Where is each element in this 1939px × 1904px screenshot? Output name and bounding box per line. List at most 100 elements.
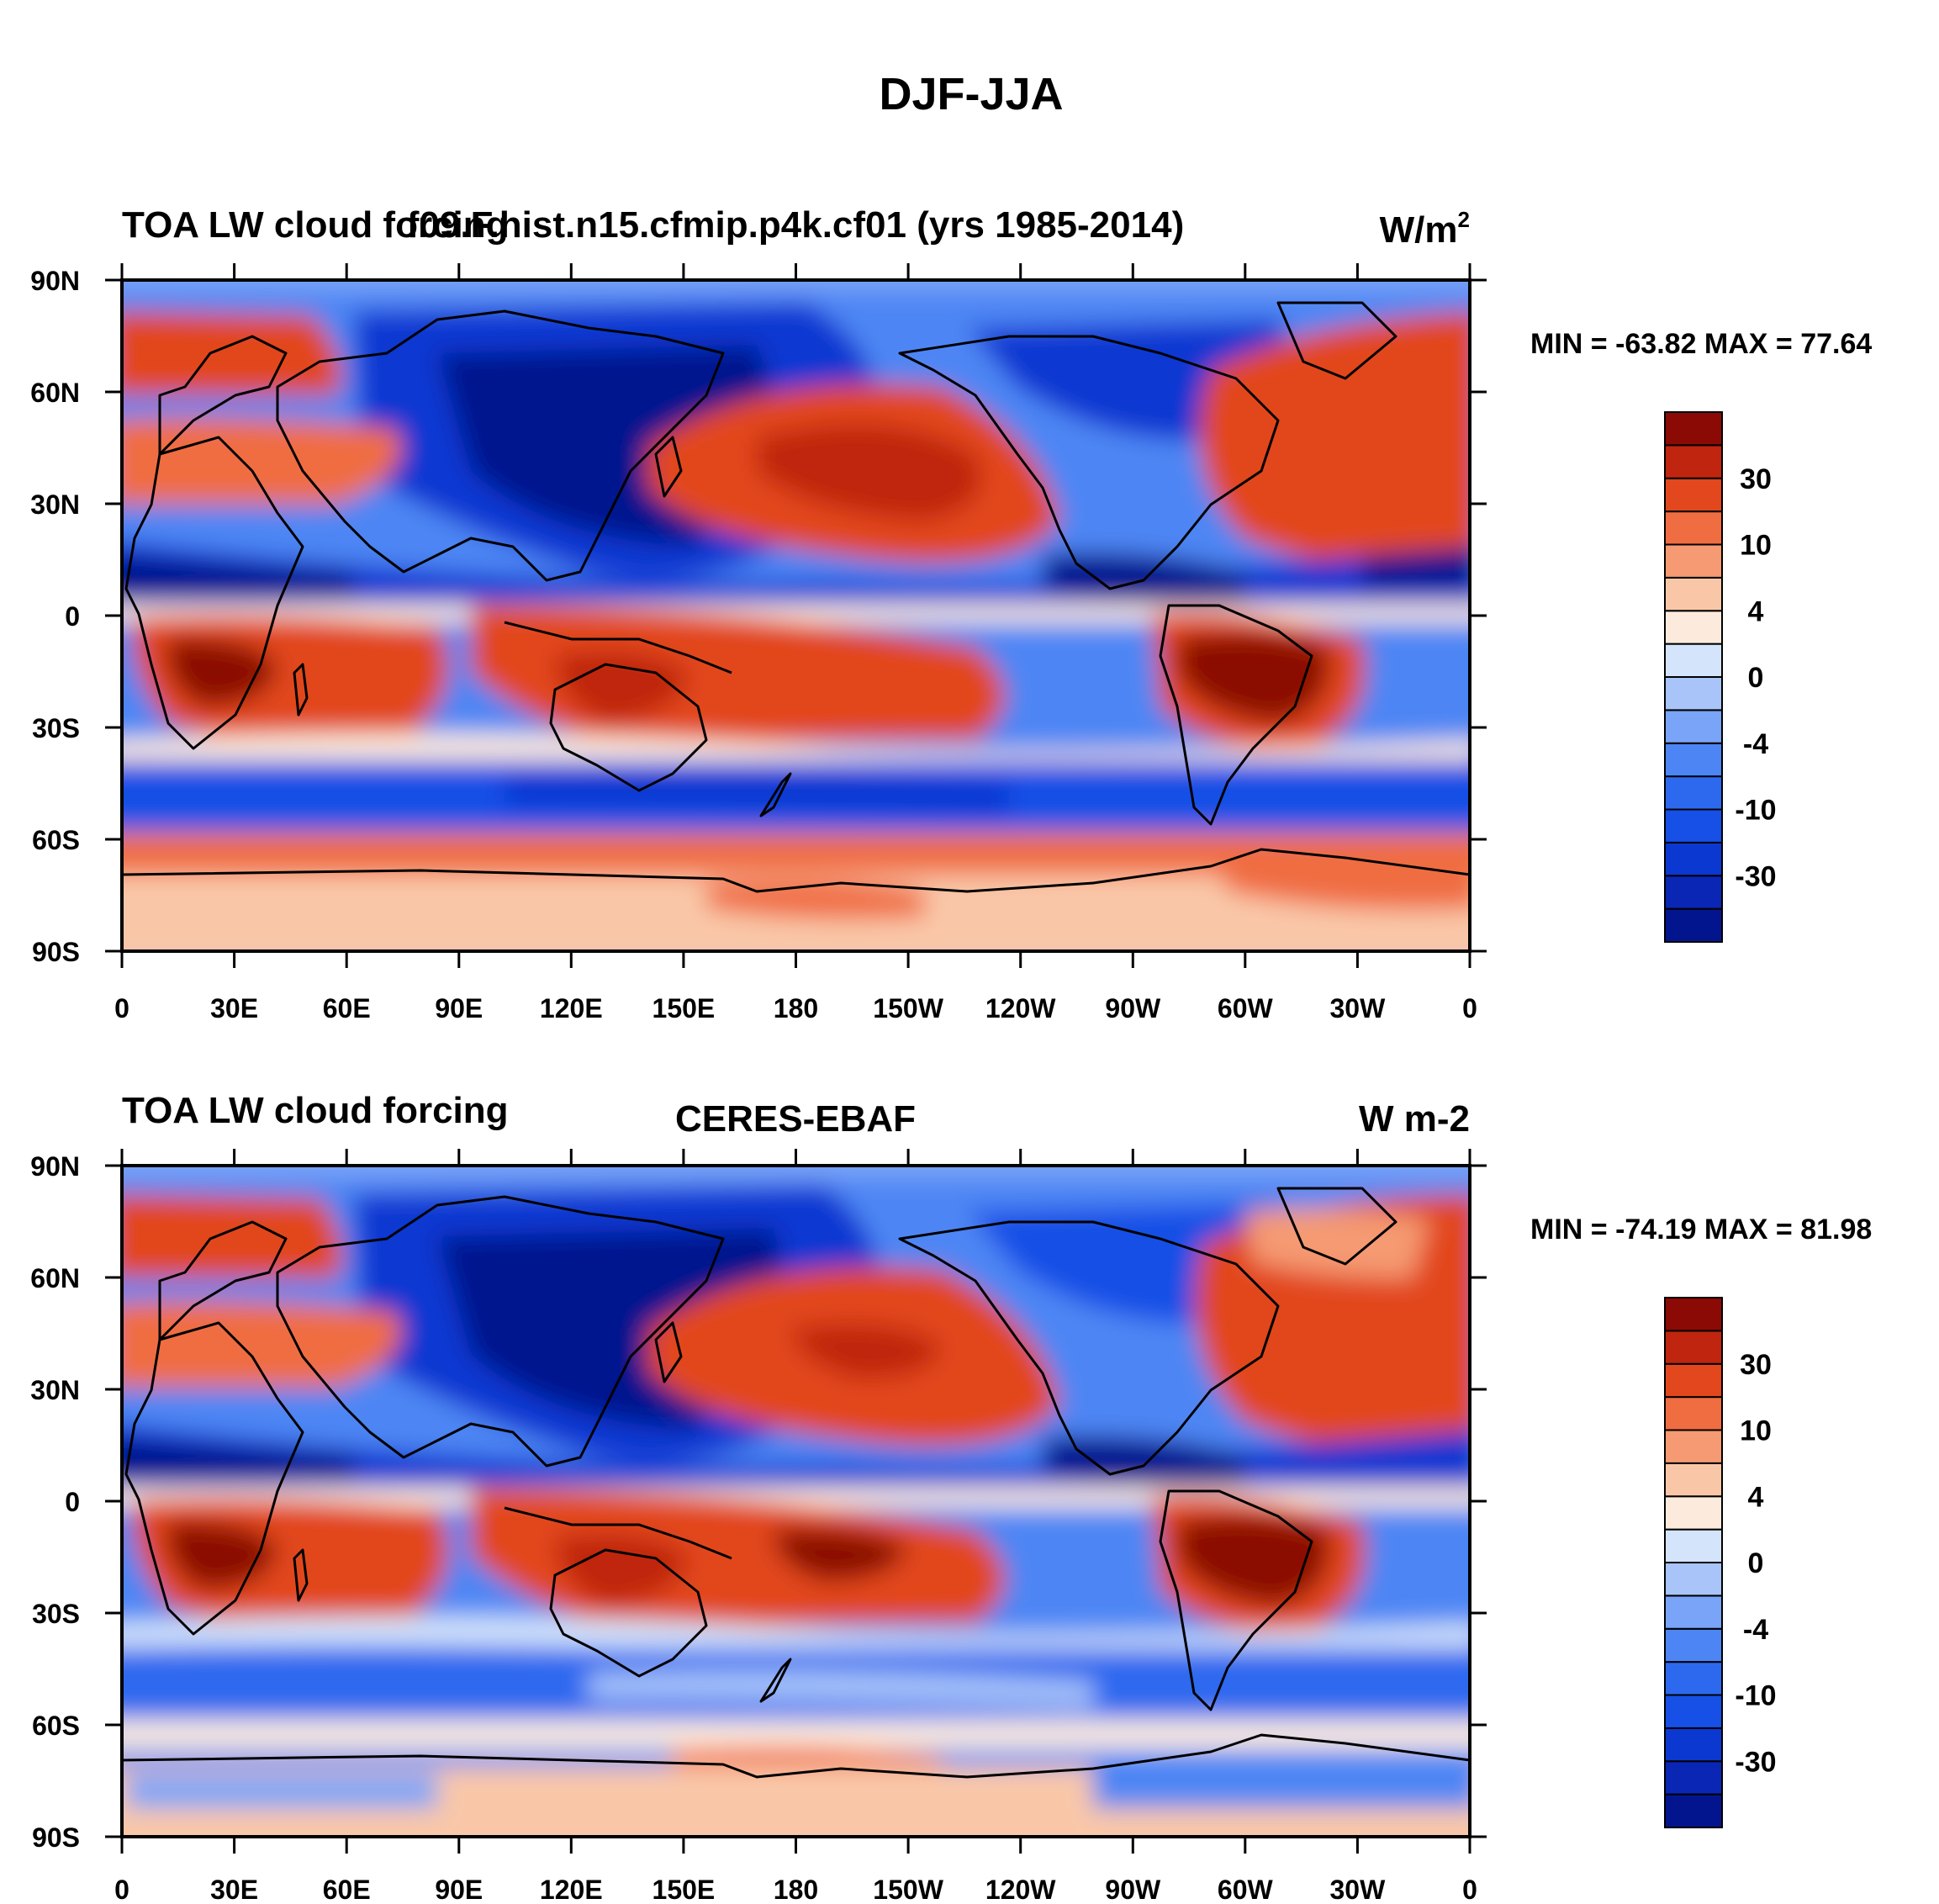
y-tick-label: 30S [32,1599,80,1629]
x-tick-label: 120W [985,993,1056,1023]
colorbar-label: -4 [1743,728,1768,760]
colorbar-label: 10 [1740,1415,1772,1447]
x-tick-label: 150E [652,993,716,1023]
colorbar-swatch [1664,808,1723,844]
x-tick-label: 150E [652,1875,716,1904]
x-tick-label: 120E [540,993,603,1023]
colorbar-label: 30 [1740,463,1772,495]
colorbar-swatch [1664,775,1723,811]
colorbar-swatch [1664,510,1723,546]
x-tick-label: 30E [210,1875,258,1904]
colorbar-swatch [1664,1562,1723,1597]
colorbar-swatch [1664,875,1723,910]
x-tick-label: 30E [210,993,258,1023]
panel-left-title: TOA LW cloud forcing [122,204,509,246]
colorbar-swatch [1664,1495,1723,1531]
y-axis-labels: 90N 60N 30N 0 30S 60S 90S [30,266,80,967]
colorbar-swatch [1664,1362,1723,1399]
colorbar: 30 10 4 0 -4 -10 -30 [1664,1297,1777,1828]
colorbar-label: -30 [1735,1746,1776,1778]
colorbar-swatch [1664,643,1723,678]
x-tick-label: 150W [873,1875,943,1904]
colorbar-label: 0 [1748,1547,1764,1579]
colorbar: 30 10 4 0 -4 -10 -30 [1664,411,1777,943]
x-tick-label: 60W [1218,993,1274,1023]
x-tick-label: 120E [540,1875,603,1904]
y-axis-labels: 90N 60N 30N 0 30S 60S 90S [30,1151,80,1853]
colorbar-swatch [1664,444,1723,479]
colorbar-swatch [1664,1330,1723,1365]
y-tick-label: 60N [30,1263,80,1293]
colorbar-swatch [1664,1429,1723,1464]
colorbar-swatch [1664,411,1723,447]
colorbar-swatch [1664,1694,1723,1729]
x-tick-label: 0 [1462,993,1477,1023]
panel-observations: TOA LW cloud forcing CERES-EBAF W m-2 [30,1090,1872,1904]
y-tick-label: 0 [65,601,80,632]
y-tick-label: 30N [30,1375,80,1405]
colorbar-swatch [1664,543,1723,579]
colorbar-swatch [1664,1627,1723,1663]
panel-units: W m-2 [1359,1098,1470,1140]
colorbar-swatch [1664,709,1723,744]
tick-marks [105,263,1487,968]
x-tick-label: 180 [774,1875,818,1904]
colorbar-label: 0 [1748,662,1764,694]
colorbar-label: -10 [1735,795,1776,827]
y-tick-label: 60S [32,825,80,855]
x-axis-labels: 0 30E 60E 90E 120E 150E 180 150W 120W 90… [114,993,1477,1023]
y-tick-label: 90N [30,266,80,296]
x-tick-label: 90E [435,993,483,1023]
x-tick-label: 30W [1330,993,1387,1023]
x-axis-labels: 0 30E 60E 90E 120E 150E 180 150W 120W 90… [114,1875,1477,1904]
y-tick-label: 90S [32,937,80,967]
figure-title: DJF-JJA [879,69,1063,119]
colorbar-swatch [1664,1396,1723,1431]
colorbar-swatch [1664,907,1723,943]
map-field [122,280,1470,951]
colorbar-label: 4 [1748,1481,1764,1513]
min-max-stats: MIN = -63.82 MAX = 77.64 [1530,328,1872,360]
x-tick-label: 150W [873,993,943,1023]
y-tick-label: 90N [30,1151,80,1182]
x-tick-label: 30W [1330,1875,1387,1904]
x-tick-label: 120W [985,1875,1056,1904]
x-tick-label: 0 [1462,1875,1477,1904]
y-tick-label: 0 [65,1487,80,1517]
colorbar-swatch [1664,742,1723,778]
coastlines [122,1187,1470,1779]
colorbar-swatch [1664,1297,1723,1332]
y-tick-label: 60N [30,378,80,408]
colorbar-label: -30 [1735,860,1776,892]
x-tick-label: 0 [114,1875,129,1904]
y-tick-label: 30N [30,489,80,520]
panel-units: W/m2 [1380,207,1470,251]
colorbar-swatch [1664,676,1723,711]
x-tick-label: 180 [774,993,818,1023]
y-tick-label: 30S [32,713,80,743]
colorbar-swatch [1664,1528,1723,1563]
colorbar-swatch [1664,841,1723,877]
x-tick-label: 90W [1105,1875,1161,1904]
x-tick-label: 60E [323,993,371,1023]
colorbar-label: 4 [1748,595,1764,627]
colorbar-label: 10 [1740,530,1772,562]
colorbar-swatch [1664,610,1723,645]
colorbar-swatch [1664,576,1723,612]
panel-left-title: TOA LW cloud forcing [122,1090,509,1131]
colorbar-swatch [1664,1661,1723,1696]
x-tick-label: 60E [323,1875,371,1904]
x-tick-label: 0 [114,993,129,1023]
colorbar-swatch [1664,477,1723,513]
tick-marks [105,1149,1487,1854]
panel-center-title: CERES-EBAF [675,1098,916,1140]
y-tick-label: 60S [32,1711,80,1741]
colorbar-swatch [1664,1760,1723,1796]
colorbar-swatch [1664,1793,1723,1828]
colorbar-label: 30 [1740,1349,1772,1381]
panel-model: TOA LW cloud forcing f09.F.hist.n15.cfmi… [30,204,1872,1023]
panel-center-title: f09.F.hist.n15.cfmip.p4k.cf01 (yrs 1985-… [407,204,1184,246]
colorbar-swatch [1664,1595,1723,1630]
coastlines [122,301,1470,893]
